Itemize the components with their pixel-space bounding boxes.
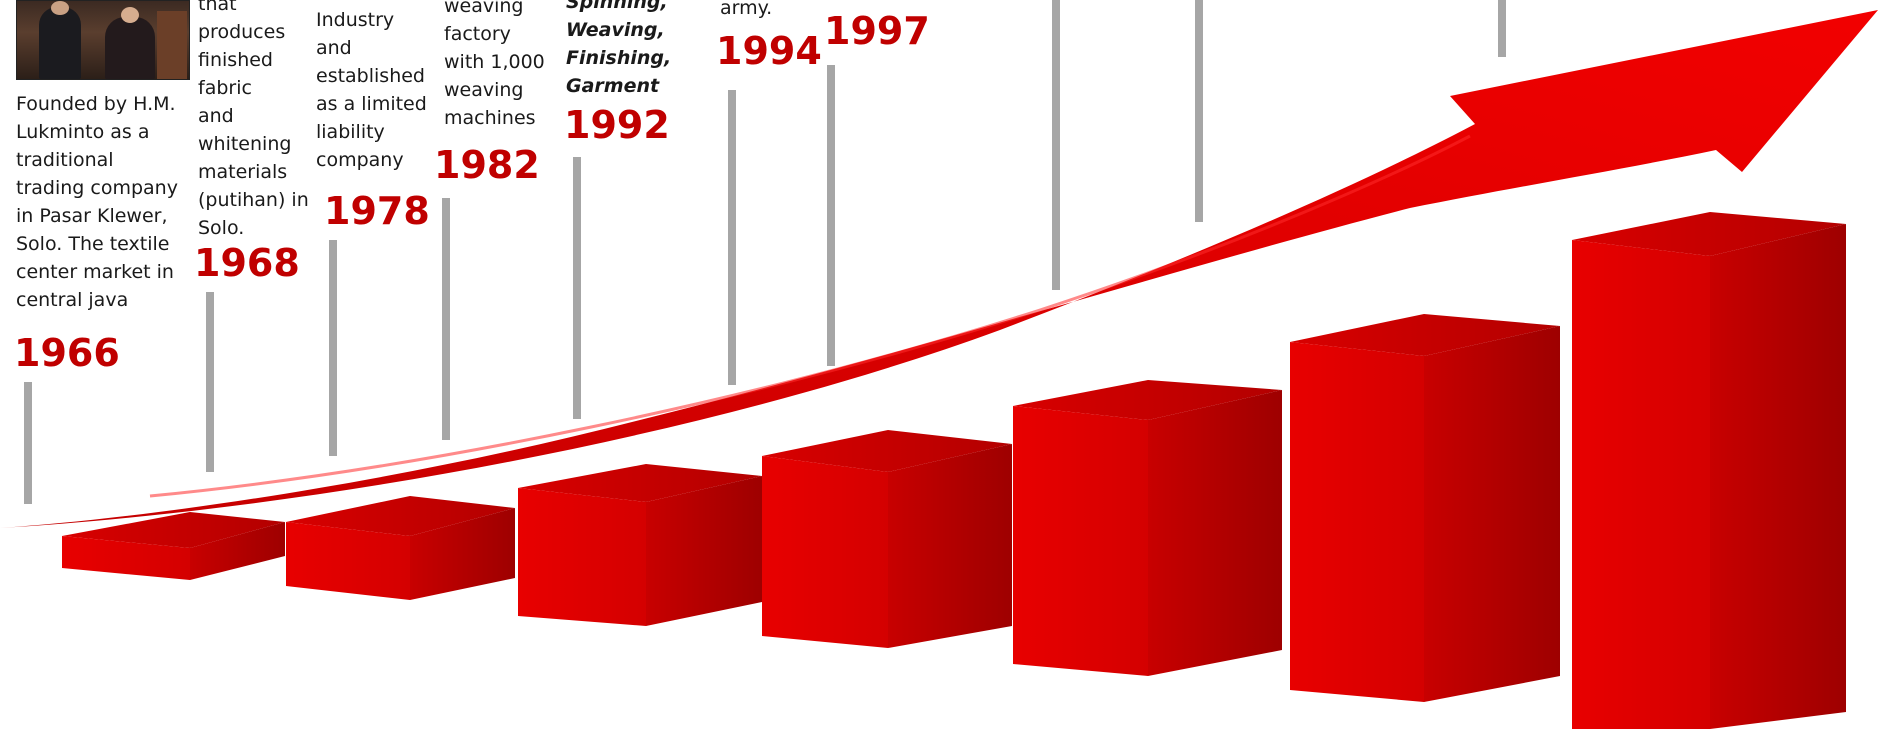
description-line: (putihan) in <box>198 189 309 211</box>
bar-2 <box>286 496 515 600</box>
description-line: as a limited <box>316 93 427 115</box>
milestone-1982-year: 1982 <box>434 143 540 187</box>
founders-photo <box>16 0 190 80</box>
description-line: Spinning, <box>566 0 668 13</box>
description-line: with 1,000 <box>444 51 545 73</box>
description-line: and <box>198 105 234 127</box>
timeline-stems <box>24 0 1506 504</box>
description-line: Weaving, <box>566 19 665 41</box>
bar-6 <box>1290 314 1560 702</box>
description-line: Finishing, <box>566 47 672 69</box>
milestone-1994-year: 1994 <box>716 29 822 73</box>
stem-1994 <box>728 90 736 385</box>
description-line: Founded by H.M. <box>16 93 176 115</box>
description-line: army. <box>720 0 773 19</box>
milestone-1966-year: 1966 <box>14 331 120 375</box>
description-line: center market in <box>16 261 174 283</box>
description-line: and <box>316 37 352 59</box>
bar-7 <box>1572 212 1846 729</box>
stem-1992 <box>573 157 581 419</box>
milestone-1978-year: 1978 <box>324 189 430 233</box>
description-line: central java <box>16 289 129 311</box>
growth-bars <box>62 212 1846 729</box>
milestone-1978-description: Industry and established as a limited li… <box>316 6 427 174</box>
description-line: liability <box>316 121 385 143</box>
bar-3 <box>518 464 762 626</box>
description-line: produces <box>198 21 286 43</box>
description-line: that <box>198 0 237 15</box>
stem-1966 <box>24 382 32 504</box>
bar-5 <box>1013 380 1282 676</box>
milestone-1982-description: weaving factory with 1,000 weaving machi… <box>444 0 545 132</box>
description-line: finished <box>198 49 273 71</box>
growth-arrow <box>0 10 1878 528</box>
description-line: established <box>316 65 425 87</box>
arrow-highlight <box>149 134 1471 498</box>
arrow-body <box>0 10 1878 528</box>
milestone-1968-year: 1968 <box>194 241 300 285</box>
milestone-1992-year: 1992 <box>564 103 670 147</box>
description-line: weaving <box>444 79 524 101</box>
description-line: whitening <box>198 133 292 155</box>
stem-1978 <box>329 240 337 456</box>
description-line: machines <box>444 107 536 129</box>
founder-face <box>51 1 69 15</box>
bar-4 <box>762 430 1012 648</box>
stem-1997 <box>827 65 835 366</box>
description-line: materials <box>198 161 288 183</box>
description-line: trading company <box>16 177 178 199</box>
stem-1982 <box>442 198 450 440</box>
stem-1968 <box>206 292 214 472</box>
description-line: Solo. The textile <box>16 233 170 255</box>
description-line: Garment <box>566 75 660 97</box>
cofounder-figure <box>105 17 155 79</box>
milestone-1966-description: Founded by H.M. Lukminto as a traditiona… <box>16 90 178 314</box>
description-line: traditional <box>16 149 114 171</box>
stem-2000s-b <box>1195 0 1203 222</box>
milestone-1992-description: Spinning, Weaving, Finishing, Garment <box>566 0 671 100</box>
description-line: in Pasar Klewer, <box>16 205 168 227</box>
milestone-1997-year: 1997 <box>824 9 930 53</box>
description-line: company <box>316 149 404 171</box>
bar-1 <box>62 512 285 580</box>
description-line: fabric <box>198 77 252 99</box>
description-line: factory <box>444 23 511 45</box>
chair-shape <box>157 11 187 79</box>
stem-2000s-a <box>1052 0 1060 290</box>
milestone-1968-description: that produces finished fabric and whiten… <box>198 0 309 242</box>
stem-2000s-c <box>1498 0 1506 57</box>
description-line: Lukminto as a <box>16 121 150 143</box>
description-line: Industry <box>316 9 395 31</box>
cofounder-face <box>121 7 139 23</box>
description-line: Solo. <box>198 217 245 239</box>
founder-figure <box>39 7 81 79</box>
milestone-1994-description: army. <box>720 0 772 22</box>
description-line: weaving <box>444 0 524 17</box>
